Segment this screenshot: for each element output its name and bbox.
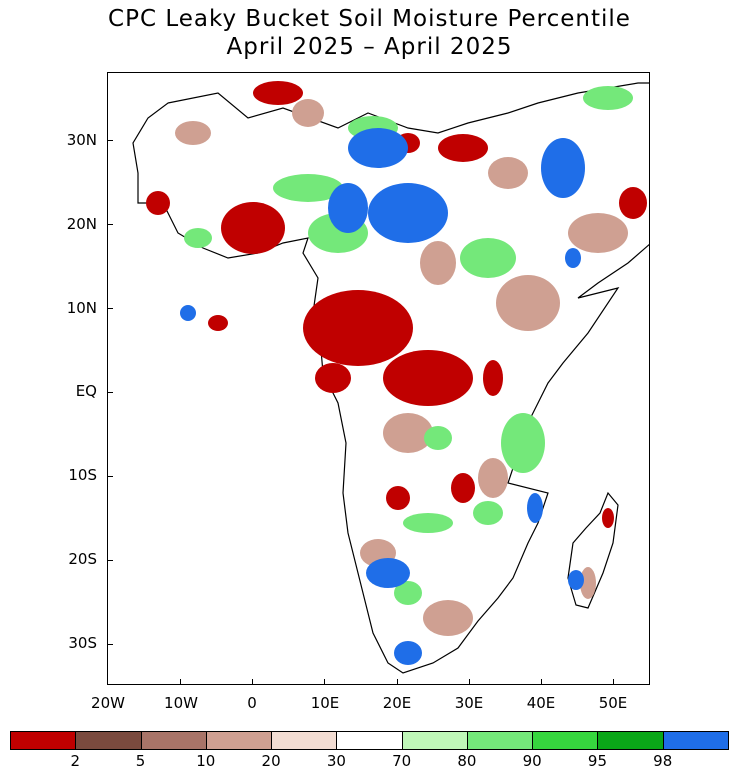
colorbar-label: 80 bbox=[457, 752, 477, 770]
colorbar-swatch bbox=[532, 731, 599, 750]
lat-label-eq: EQ bbox=[75, 382, 97, 400]
lat-tick bbox=[107, 644, 113, 645]
lon-label-20e: 20E bbox=[382, 694, 412, 712]
colorbar-swatch bbox=[75, 731, 142, 750]
lon-label-10e: 10E bbox=[310, 694, 340, 712]
colorbar-swatch bbox=[336, 731, 403, 750]
colorbar-label: 10 bbox=[196, 752, 216, 770]
lat-tick bbox=[107, 476, 113, 477]
wet-patches bbox=[184, 86, 633, 605]
lat-label-20n: 20N bbox=[66, 215, 97, 233]
lon-tick bbox=[469, 679, 470, 685]
colorbar-swatch bbox=[597, 731, 664, 750]
africa-soil-moisture-map bbox=[132, 81, 649, 674]
lat-label-10s: 10S bbox=[68, 466, 97, 484]
lon-label-10w: 10W bbox=[164, 694, 198, 712]
lon-tick bbox=[180, 679, 181, 685]
colorbar-swatch bbox=[466, 731, 534, 750]
colorbar-label: 20 bbox=[261, 752, 281, 770]
lat-label-30s: 30S bbox=[68, 634, 97, 652]
colorbar-label: 90 bbox=[522, 752, 542, 770]
lat-tick bbox=[107, 392, 113, 393]
colorbar-swatch bbox=[140, 731, 207, 750]
colorbar-label: 98 bbox=[653, 752, 673, 770]
colorbar-label: 70 bbox=[392, 752, 412, 770]
dry-patches bbox=[146, 81, 647, 528]
colorbar-label: 95 bbox=[587, 752, 607, 770]
map-title: CPC Leaky Bucket Soil Moisture Percentil… bbox=[108, 6, 631, 32]
lon-tick bbox=[613, 679, 614, 685]
lon-label-30e: 30E bbox=[454, 694, 484, 712]
lon-label-20w: 20W bbox=[91, 694, 125, 712]
colorbar-label: 30 bbox=[326, 752, 346, 770]
lat-label-30n: 30N bbox=[66, 131, 97, 149]
lat-label-10n: 10N bbox=[66, 299, 97, 317]
colorbar-label: 5 bbox=[135, 752, 146, 770]
lon-tick bbox=[252, 679, 253, 685]
colorbar-label: 2 bbox=[70, 752, 81, 770]
lon-label-0: 0 bbox=[247, 694, 257, 712]
lat-tick bbox=[107, 308, 113, 309]
lat-tick bbox=[107, 140, 113, 141]
lon-label-50e: 50E bbox=[598, 694, 628, 712]
lat-tick bbox=[107, 560, 113, 561]
lon-tick bbox=[397, 679, 398, 685]
wettest-patches bbox=[180, 128, 585, 665]
colorbar bbox=[10, 731, 729, 750]
lon-tick bbox=[324, 679, 325, 685]
lat-label-20s: 20S bbox=[68, 550, 97, 568]
colorbar-swatch bbox=[662, 731, 729, 750]
colorbar-swatch bbox=[10, 731, 77, 750]
lon-label-40e: 40E bbox=[526, 694, 556, 712]
colorbar-swatch bbox=[271, 731, 338, 750]
lon-tick bbox=[541, 679, 542, 685]
map-subtitle: April 2025 – April 2025 bbox=[226, 34, 513, 60]
lat-tick bbox=[107, 224, 113, 225]
colorbar-swatch bbox=[205, 731, 273, 750]
map-panel bbox=[107, 72, 650, 685]
colorbar-swatch bbox=[401, 731, 468, 750]
